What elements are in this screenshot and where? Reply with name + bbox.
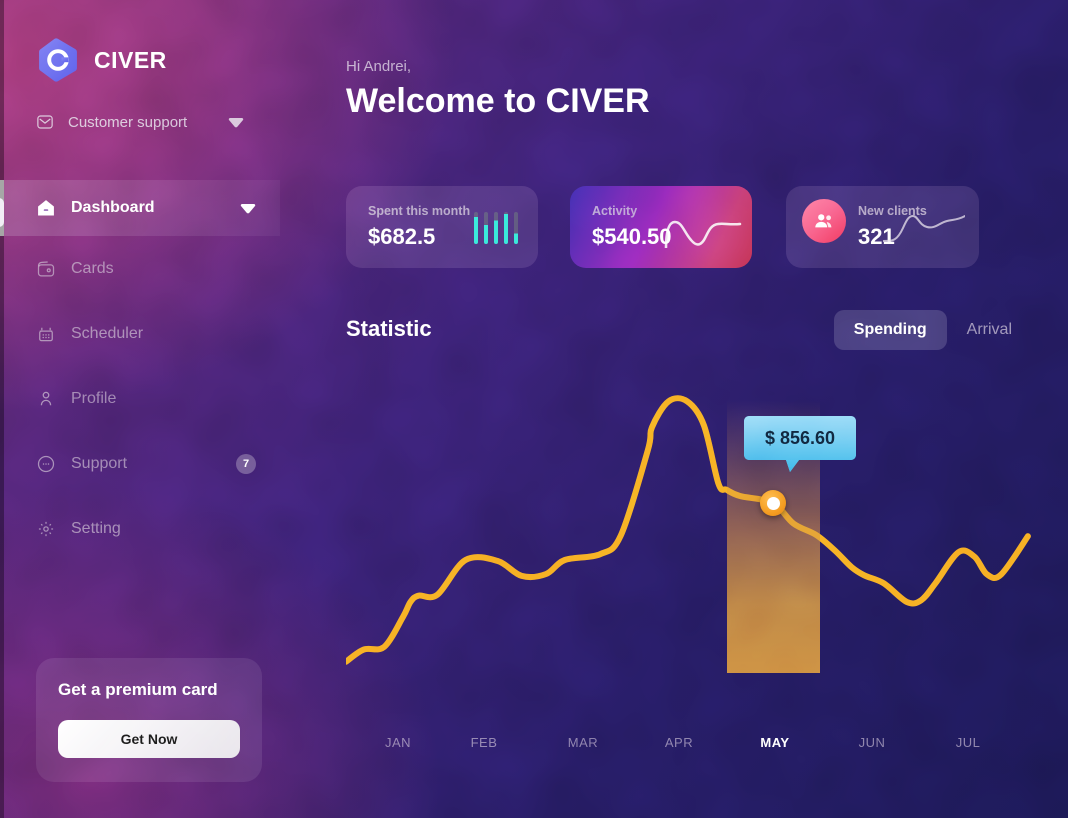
- svg-text:$ 856.60: $ 856.60: [765, 428, 835, 448]
